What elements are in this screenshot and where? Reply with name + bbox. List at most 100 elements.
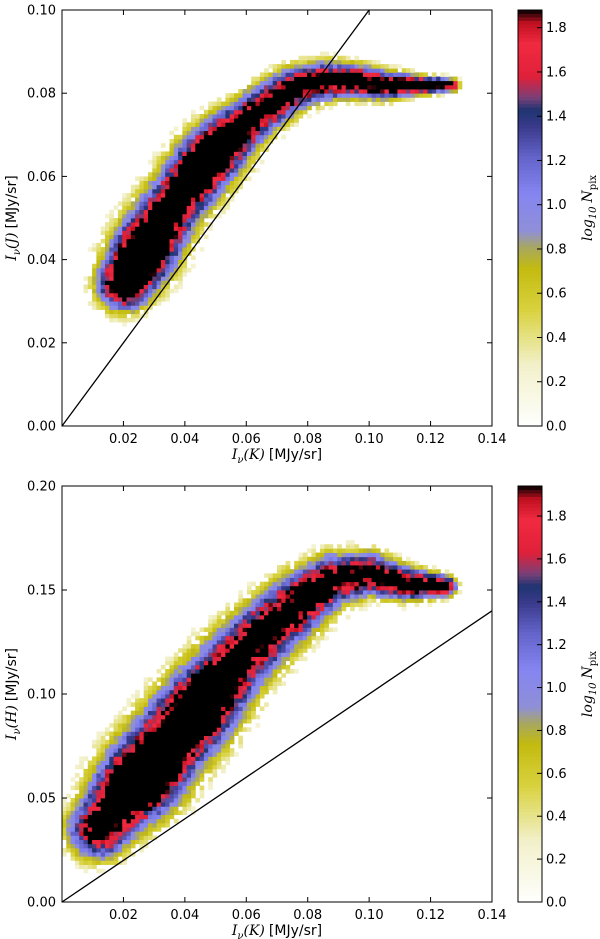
heatmap-cell	[221, 180, 226, 186]
heatmap-cell	[169, 793, 175, 799]
heatmap-cell	[289, 602, 295, 608]
heatmap-cell	[281, 656, 286, 662]
heatmap-cell	[160, 155, 166, 161]
heatmap-cell	[148, 752, 153, 757]
heatmap-cell	[199, 151, 205, 156]
heatmap-cell	[165, 163, 170, 169]
heatmap-cell	[148, 193, 153, 198]
heatmap-cell	[436, 590, 441, 595]
heatmap-cell	[173, 660, 179, 666]
heatmap-cell	[173, 669, 179, 674]
heatmap-cell	[70, 777, 76, 782]
heatmap-cell	[401, 93, 407, 98]
heatmap-cell	[178, 143, 183, 148]
x-tick-label: 0.02	[109, 908, 138, 923]
heatmap-cell	[186, 785, 192, 791]
heatmap-cell	[259, 159, 265, 165]
heatmap-cell	[208, 213, 213, 219]
heatmap-cell	[148, 731, 153, 736]
heatmap-cell	[384, 89, 390, 94]
heatmap-cell	[259, 627, 265, 632]
heatmap-cell	[156, 276, 162, 281]
colorbar-segment	[518, 311, 542, 316]
heatmap-cell	[160, 143, 166, 148]
heatmap-cell	[289, 644, 295, 649]
heatmap-cell	[203, 752, 209, 757]
heatmap-cell	[216, 155, 222, 161]
heatmap-cell	[315, 552, 321, 558]
heatmap-cell	[165, 226, 170, 231]
heatmap-cell	[109, 317, 114, 323]
heatmap-cell	[363, 594, 368, 599]
heatmap-cell	[203, 126, 209, 132]
heatmap-cell	[117, 251, 123, 256]
heatmap-cell	[191, 669, 196, 674]
heatmap-cell	[264, 606, 269, 612]
heatmap-cell	[285, 644, 291, 649]
heatmap-cell	[173, 126, 179, 132]
heatmap-cell	[139, 777, 145, 782]
heatmap-cell	[92, 739, 97, 745]
heatmap-cell	[302, 656, 308, 662]
heatmap-cell	[100, 818, 106, 824]
heatmap-cell	[130, 267, 136, 273]
colorbar-segment	[518, 114, 542, 118]
heatmap-cell	[126, 723, 132, 728]
heatmap-cell	[130, 781, 136, 786]
heatmap-cell	[152, 247, 157, 252]
heatmap-cell	[117, 785, 123, 791]
heatmap-cell	[375, 565, 381, 570]
heatmap-cell	[178, 151, 183, 156]
heatmap-cell	[139, 205, 145, 211]
heatmap-cell	[156, 760, 162, 766]
colorbar-segment	[518, 586, 542, 591]
heatmap-cell	[255, 590, 261, 595]
heatmap-cell	[199, 710, 205, 716]
heatmap-cell	[122, 723, 127, 728]
heatmap-cell	[208, 163, 213, 169]
colorbar-segment	[518, 256, 542, 261]
heatmap-cell	[105, 297, 110, 302]
heatmap-cell	[182, 768, 188, 774]
heatmap-cell	[238, 168, 243, 173]
heatmap-cell	[182, 193, 188, 198]
heatmap-cell	[182, 789, 188, 795]
heatmap-cell	[397, 64, 403, 69]
heatmap-cell	[289, 114, 295, 119]
heatmap-cell	[212, 172, 218, 177]
heatmap-cell	[212, 735, 218, 741]
heatmap-cell	[195, 114, 200, 119]
heatmap-cell	[255, 673, 261, 678]
heatmap-cell	[229, 660, 235, 666]
heatmap-cell	[238, 155, 243, 161]
heatmap-cell	[242, 669, 248, 674]
heatmap-cell	[324, 544, 329, 549]
heatmap-cell	[229, 727, 235, 732]
heatmap-cell	[423, 80, 428, 86]
heatmap-cell	[126, 789, 132, 795]
heatmap-cell	[182, 681, 188, 687]
heatmap-cell	[436, 80, 441, 86]
heatmap-cell	[350, 540, 355, 545]
heatmap-cell	[191, 213, 196, 219]
heatmap-cell	[169, 710, 175, 716]
heatmap-cell	[191, 631, 196, 637]
heatmap-cell	[268, 93, 274, 98]
colorbar-segment	[518, 718, 542, 723]
heatmap-cell	[350, 97, 355, 102]
heatmap-cell	[87, 793, 93, 799]
heatmap-cell	[251, 673, 256, 678]
heatmap-cell	[216, 130, 222, 136]
heatmap-cell	[70, 785, 76, 791]
heatmap-cell	[397, 97, 403, 102]
heatmap-cell	[406, 598, 411, 603]
heatmap-cell	[160, 259, 166, 265]
heatmap-cell	[113, 305, 119, 310]
heatmap-cell	[221, 673, 226, 678]
heatmap-cell	[363, 577, 368, 583]
heatmap-cell	[156, 739, 162, 745]
heatmap-cell	[345, 614, 351, 620]
heatmap-cell	[130, 752, 136, 757]
heatmap-cell	[229, 105, 235, 111]
colorbar-tick-label: 0.4	[546, 810, 567, 825]
